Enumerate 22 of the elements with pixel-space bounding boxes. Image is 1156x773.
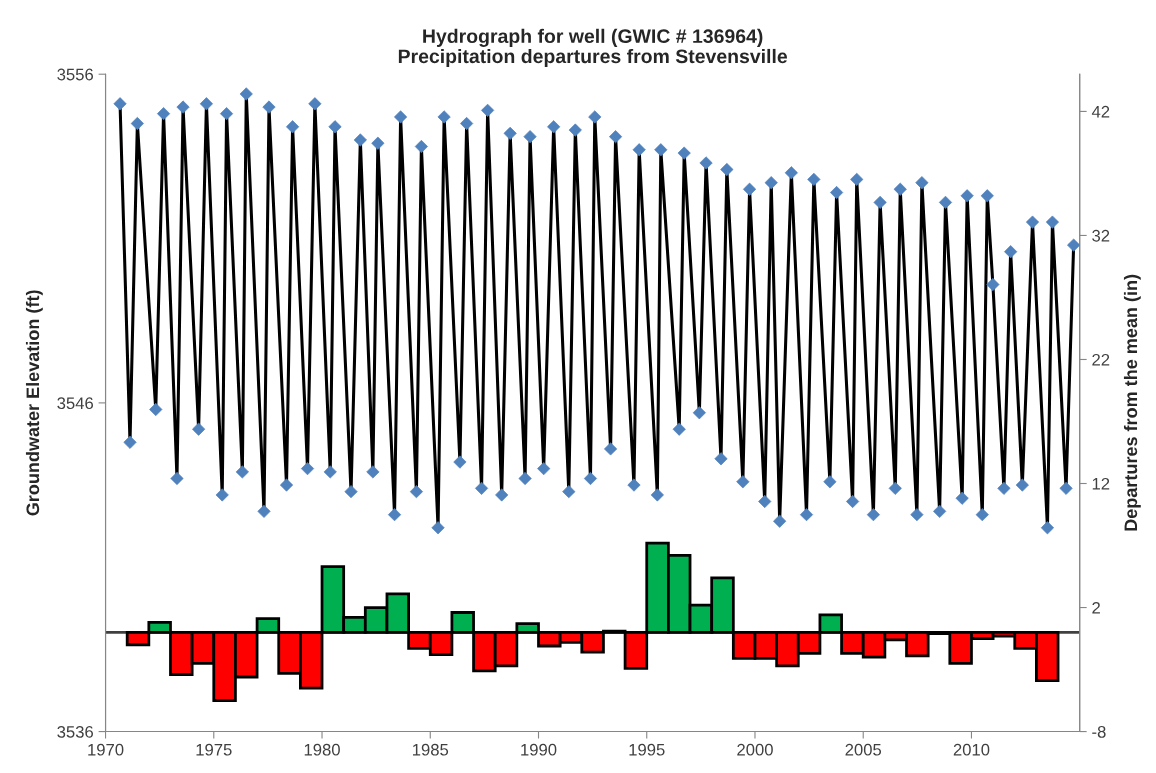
- y2-tick-label: 22: [1092, 353, 1110, 366]
- x-tick-label: 1990: [521, 743, 557, 756]
- y2-tick-label: 2: [1092, 601, 1100, 614]
- y2-tick-label: 32: [1092, 229, 1110, 242]
- y-tick-label: 3536: [57, 725, 94, 738]
- y-tick-label: 3556: [57, 68, 94, 81]
- x-tick-label: 1970: [88, 743, 124, 756]
- x-tick-label: 1980: [304, 743, 340, 756]
- y-tick-label: 3546: [57, 397, 94, 410]
- x-tick-label: 1985: [413, 743, 449, 756]
- x-tick-label: 2005: [845, 743, 882, 756]
- chart-subtitle: Precipitation departures from Stevensville: [398, 48, 788, 68]
- y2-tick-label: 12: [1092, 477, 1110, 490]
- x-tick-label: 1975: [196, 743, 232, 756]
- y2-tick-label: 42: [1091, 105, 1110, 118]
- y2-axis-title: Departures from the mean (in): [1123, 274, 1141, 531]
- y-axis-title: Groundwater Elevation (ft): [25, 290, 43, 516]
- y2-tick-label: -8: [1092, 725, 1106, 738]
- x-tick-label: 1995: [629, 743, 665, 756]
- chart-title: Hydrograph for well (GWIC # 136964): [423, 28, 763, 47]
- x-tick-label: 2000: [737, 743, 773, 756]
- x-tick-label: 2010: [953, 743, 990, 756]
